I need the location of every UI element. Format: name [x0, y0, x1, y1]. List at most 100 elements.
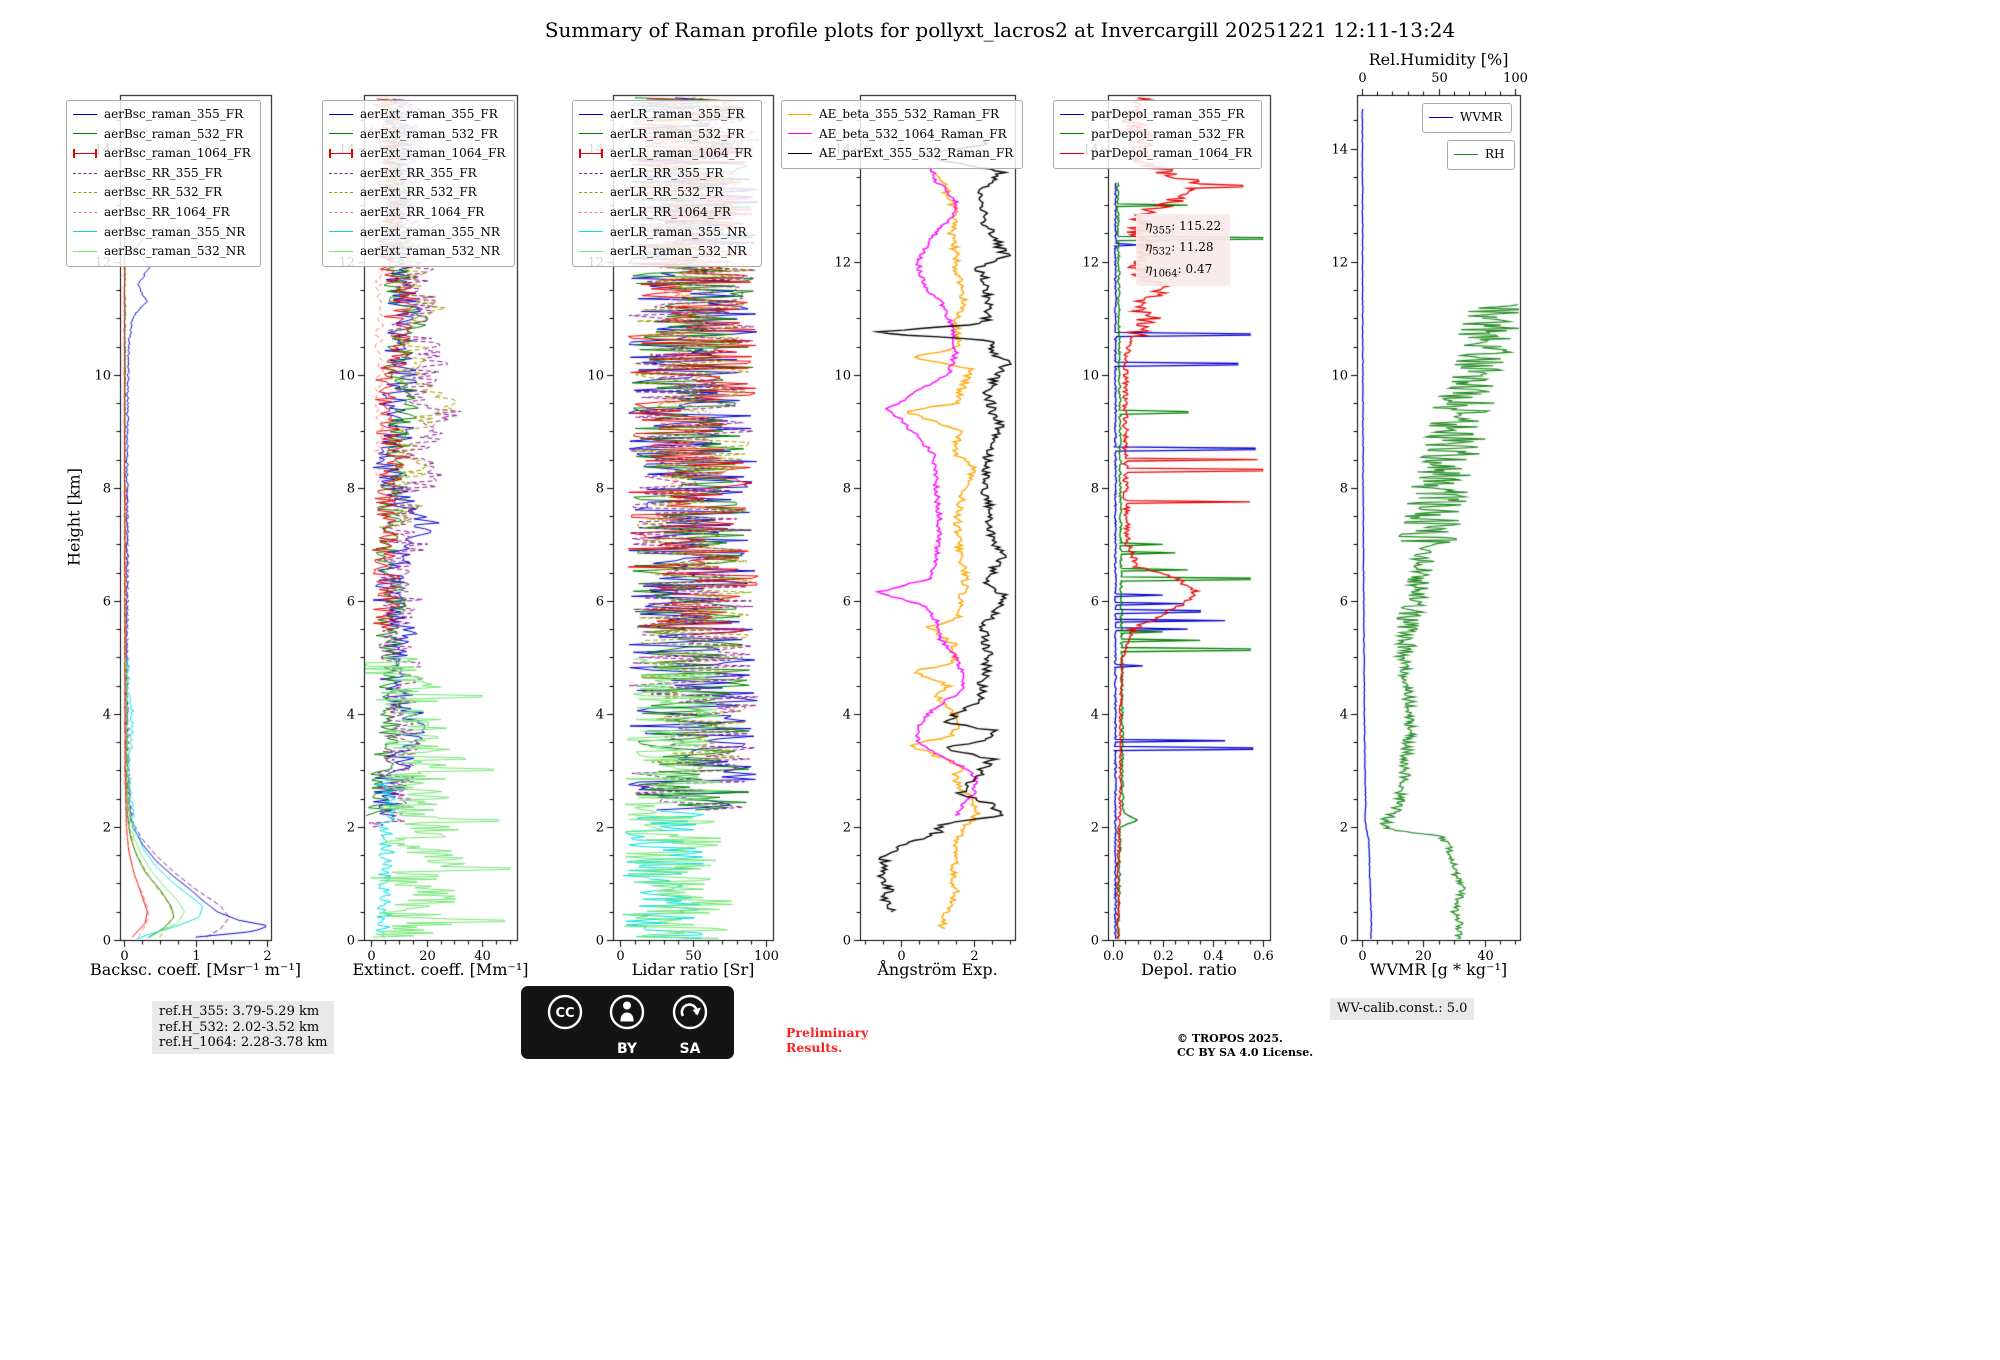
y-tick-label: 14 [1331, 142, 1348, 157]
x-axis-label: Lidar ratio [Sr] [631, 960, 755, 979]
legend-label: aerLR_raman_532_NR [610, 244, 747, 259]
legend-line-sample [73, 228, 97, 237]
legend-line-sample [1454, 150, 1478, 159]
x-axis-label: Depol. ratio [1141, 960, 1237, 979]
legend-label: WVMR [1460, 110, 1503, 124]
ref-height-532: ref.H_532: 2.02-3.52 km [159, 1019, 320, 1035]
legend-label: aerExt_RR_355_FR [360, 165, 477, 180]
legend-line-sample [579, 208, 603, 217]
top-x-tick-label: 100 [1503, 71, 1528, 86]
legend-label: aerBsc_raman_532_FR [104, 126, 244, 141]
preliminary-line-1: Preliminary [786, 1025, 869, 1040]
legend-label: aerExt_raman_355_FR [360, 107, 498, 121]
legend-line-sample [1429, 113, 1453, 122]
y-tick-label: 10 [834, 368, 851, 383]
legend-item: aerLR_raman_355_NR [579, 223, 752, 243]
preliminary-line-2: Results. [786, 1039, 843, 1055]
eta-sub: 1064 [1152, 268, 1178, 280]
x-tick-label: 100 [754, 949, 779, 964]
y-tick-label: 0 [842, 933, 851, 948]
legend-label: aerBsc_raman_355_NR [104, 224, 246, 239]
legend-item: aerBsc_RR_532_FR [73, 183, 251, 203]
cc-sa-icon [672, 994, 708, 1030]
cc-badge-background [521, 986, 734, 1059]
x-tick-label: 0.4 [1203, 949, 1224, 964]
y-tick-label: 0 [1090, 933, 1099, 948]
x-tick-label: 20 [419, 949, 436, 964]
legend-label: aerLR_RR_1064_FR [610, 204, 731, 219]
y-tick-label: 8 [102, 481, 111, 496]
legend-panel-angstrom: AE_beta_355_532_Raman_FR AE_beta_532_1064… [781, 100, 1024, 169]
y-tick-label: 2 [595, 820, 604, 835]
legend-label: aerBsc_RR_1064_FR [104, 204, 230, 219]
y-tick-label: 2 [102, 820, 111, 835]
y-tick-label: 8 [1090, 481, 1099, 496]
legend-item: aerBsc_RR_1064_FR [73, 203, 251, 223]
legend-item: aerLR_RR_532_FR [579, 183, 752, 203]
ref-height-355: ref.H_355: 3.79-5.29 km [159, 1004, 320, 1019]
y-tick-label: 2 [346, 820, 355, 835]
legend-item: aerLR_raman_1064_FR [579, 144, 752, 164]
x-tick-label: 0.2 [1153, 949, 1174, 964]
legend-line-sample [1060, 110, 1084, 119]
y-tick-label: 2 [1090, 820, 1099, 835]
wv-calibration-note: WV-calib.const.: 5.0 [1330, 998, 1475, 1020]
legend-item: RH [1454, 145, 1505, 165]
legend-label: aerExt_RR_532_FR [360, 185, 477, 200]
y-tick-label: 4 [346, 707, 355, 722]
depol-calibration-annotation: η355: 115.22 η532: 11.28 η1064: 0.47 [1136, 214, 1231, 287]
cc-sa-text: SA [680, 1041, 701, 1057]
copyright-line-2: CC BY SA 4.0 License. [1177, 1045, 1314, 1059]
x-axis-label: Extinct. coeff. [Mm⁻¹] [352, 960, 529, 979]
legend-line-sample [579, 130, 603, 139]
y-tick-label: 4 [595, 707, 604, 722]
legend-item: WVMR [1429, 108, 1502, 128]
legend-label: aerBsc_RR_355_FR [104, 165, 223, 180]
y-axis-label: Height [km] [64, 468, 84, 566]
legend-label: RH [1485, 147, 1505, 161]
legend-line-sample [788, 149, 812, 158]
eta-symbol: η [1145, 219, 1153, 233]
x-tick-label: 20 [1415, 949, 1432, 964]
legend-line-sample [579, 169, 603, 178]
y-tick-label: 8 [346, 481, 355, 496]
legend-item: aerExt_raman_532_NR [329, 242, 505, 262]
legend-item: aerBsc_RR_355_FR [73, 164, 251, 184]
x-tick-label: 50 [685, 949, 702, 964]
legend-panel-lidar-ratio: aerLR_raman_355_FR aerLR_raman_532_FR aerL… [572, 100, 763, 267]
x-tick-label: 40 [1477, 949, 1494, 964]
sa-arrowhead [692, 1007, 701, 1016]
legend-label: AE_beta_355_532_Raman_FR [819, 107, 1000, 121]
legend-line-sample [1060, 149, 1084, 158]
figure-title: Summary of Raman profile plots for polly… [544, 18, 1456, 42]
person-head [623, 1001, 631, 1010]
legend-label: aerLR_raman_532_FR [610, 126, 745, 141]
legend-panel-extinction: aerExt_raman_355_FR aerExt_raman_532_FR ae… [322, 100, 516, 267]
legend-label: aerExt_raman_355_NR [360, 224, 500, 239]
legend-item: aerBsc_raman_355_FR [73, 105, 251, 125]
cc-by-sa-badge: CC BY SA [521, 986, 734, 1059]
y-tick-label: 6 [346, 594, 355, 609]
cc-logo-text: CC [555, 1006, 574, 1021]
legend-line-sample [73, 110, 97, 119]
legend-label: aerExt_raman_1064_FR [360, 146, 506, 161]
x-tick-label: 0.0 [1103, 949, 1124, 964]
legend-item: AE_beta_355_532_Raman_FR [788, 105, 1013, 125]
y-tick-label: 4 [1090, 707, 1099, 722]
eta-symbol: η [1145, 240, 1153, 255]
legend-item: parDepol_raman_1064_FR [1060, 144, 1252, 164]
x-tick-label: 2 [970, 949, 979, 964]
legend-label: aerExt_RR_1064_FR [360, 204, 485, 219]
x-tick-label: 2 [263, 949, 272, 964]
legend-item: aerExt_raman_532_FR [329, 125, 505, 145]
y-tick-label: 6 [102, 594, 111, 609]
y-tick-label: 0 [595, 933, 604, 948]
legend-item: AE_parExt_355_532_Raman_FR [788, 144, 1013, 164]
legend-line-sample [73, 247, 97, 256]
y-tick-label: 6 [1339, 594, 1348, 609]
legend-line-sample [73, 130, 97, 139]
y-tick-label: 6 [595, 594, 604, 609]
